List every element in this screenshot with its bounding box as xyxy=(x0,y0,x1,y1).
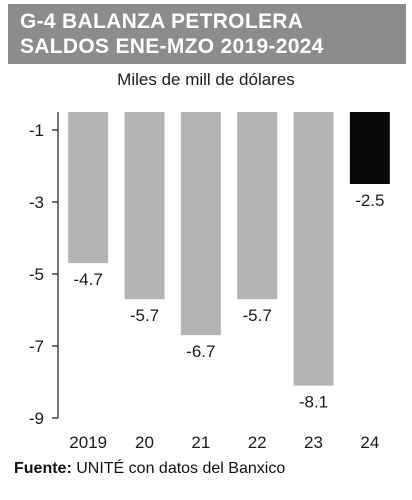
data-label-23: -8.1 xyxy=(299,393,328,412)
x-tick-label-2019: 2019 xyxy=(69,433,107,452)
bar-24 xyxy=(349,112,390,184)
bar-22 xyxy=(237,112,278,300)
chart-title-line-1: G-4 BALANZA PETROLERA xyxy=(20,10,304,33)
x-tick-label-22: 22 xyxy=(248,433,267,452)
chart-title-line-2: SALDOS ENE-MZO 2019-2024 xyxy=(20,35,324,58)
source-text: UNITÉ con datos del Banxico xyxy=(71,460,286,477)
y-tick-label: -5 xyxy=(29,265,44,284)
chart-title-box: G-4 BALANZA PETROLERA SALDOS ENE-MZO 201… xyxy=(8,4,406,64)
x-tick-label-20: 20 xyxy=(135,433,154,452)
bar-20 xyxy=(124,112,165,300)
y-tick-label: -7 xyxy=(29,337,44,356)
data-label-24: -2.5 xyxy=(355,191,384,210)
y-tick-label: -9 xyxy=(29,409,44,428)
data-label-20: -5.7 xyxy=(130,306,159,325)
data-label-22: -5.7 xyxy=(243,306,272,325)
chart-subtitle: Miles de mill de dólares xyxy=(117,70,295,89)
x-tick-label-24: 24 xyxy=(360,433,379,452)
source-label: Fuente: xyxy=(14,460,72,477)
data-label-2019: -4.7 xyxy=(74,270,103,289)
source-note: Fuente: UNITÉ con datos del Banxico xyxy=(14,460,285,478)
bar-23 xyxy=(293,112,334,386)
data-label-21: -6.7 xyxy=(186,342,215,361)
x-tick-label-21: 21 xyxy=(191,433,210,452)
bar-21 xyxy=(180,112,221,336)
bar-2019 xyxy=(68,112,109,264)
y-tick-label: -1 xyxy=(29,121,44,140)
y-tick-label: -3 xyxy=(29,193,44,212)
x-tick-label-23: 23 xyxy=(304,433,323,452)
